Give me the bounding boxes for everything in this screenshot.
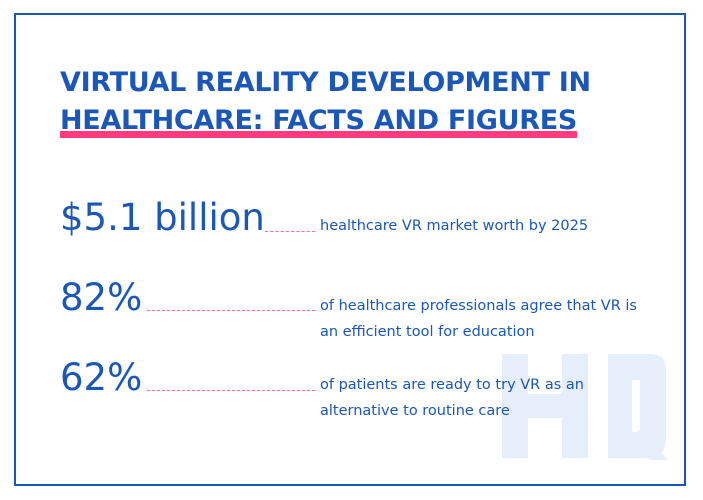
- stat-desc-patients: of patients are ready to try VR as an al…: [320, 372, 650, 424]
- title-line-1: VIRTUAL REALITY DEVELOPMENT IN: [60, 67, 591, 98]
- stat-desc-line: of healthcare professionals agree that V…: [320, 298, 637, 314]
- stat-desc-market: healthcare VR market worth by 2025: [320, 213, 650, 239]
- stat-desc-line: alternative to routine care: [320, 403, 510, 419]
- stat-leader-professionals: [147, 310, 315, 311]
- stat-value-market: $5.1 billion: [60, 196, 265, 239]
- title-highlight: [60, 131, 578, 138]
- title-line-2: HEALTHCARE: FACTS AND FIGURES: [60, 105, 578, 138]
- stat-value-patients: 62%: [60, 356, 143, 399]
- stat-value-professionals: 82%: [60, 276, 143, 319]
- page-title: VIRTUAL REALITY DEVELOPMENT IN HEALTHCAR…: [60, 64, 591, 140]
- stat-desc-professionals: of healthcare professionals agree that V…: [320, 293, 650, 345]
- stat-desc-line: healthcare VR market worth by 2025: [320, 218, 589, 234]
- stat-desc-line: an efficient tool for education: [320, 324, 535, 340]
- card-frame: [14, 13, 686, 486]
- stat-leader-patients: [147, 390, 315, 391]
- stat-leader-market: [265, 231, 315, 232]
- stat-desc-line: of patients are ready to try VR as an: [320, 377, 584, 393]
- hq-logo-watermark: [502, 354, 668, 460]
